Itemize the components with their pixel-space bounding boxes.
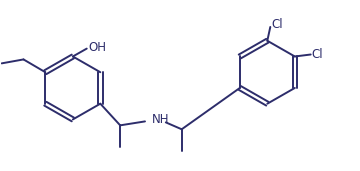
Text: OH: OH bbox=[89, 41, 107, 54]
Text: Cl: Cl bbox=[312, 48, 323, 61]
Text: Cl: Cl bbox=[271, 17, 283, 30]
Text: NH: NH bbox=[152, 113, 170, 126]
